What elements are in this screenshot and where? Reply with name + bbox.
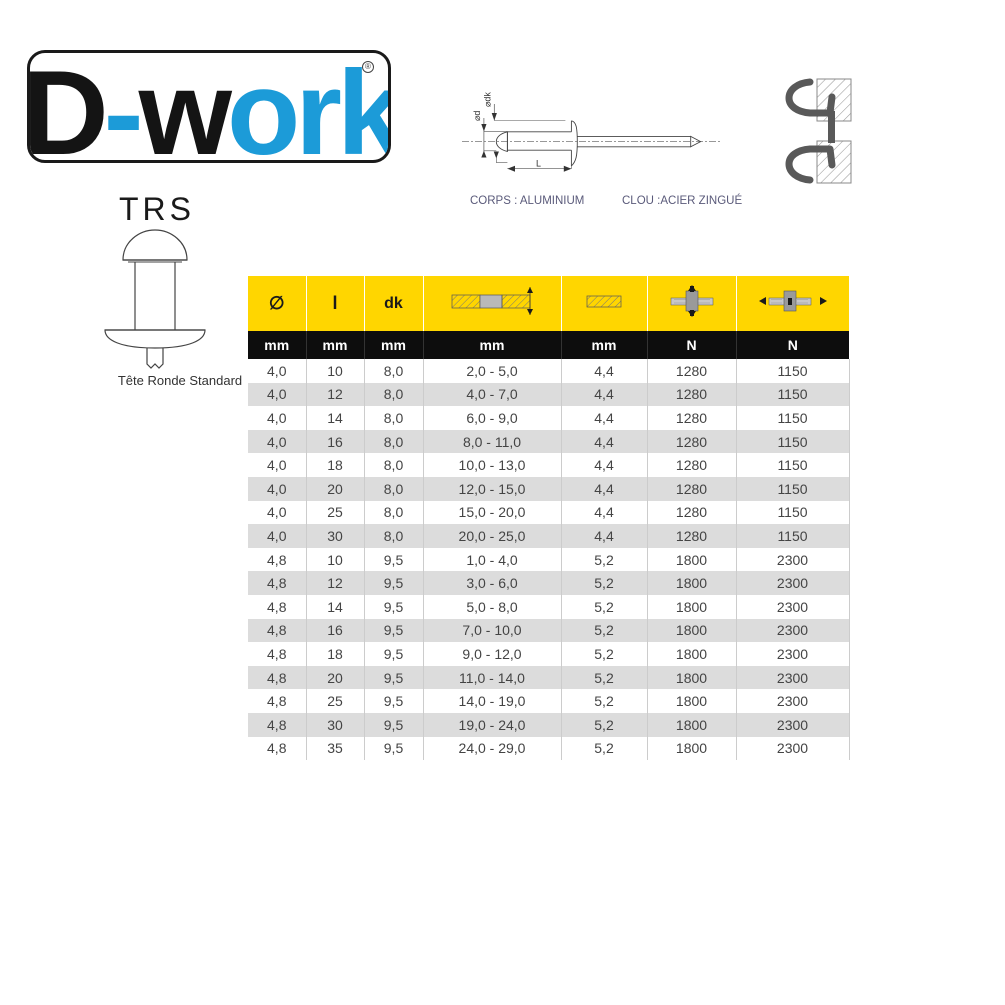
svg-text:⌀dk: ⌀dk bbox=[483, 92, 493, 107]
svg-text:⌀d: ⌀d bbox=[472, 111, 482, 121]
svg-text:L: L bbox=[536, 159, 541, 169]
